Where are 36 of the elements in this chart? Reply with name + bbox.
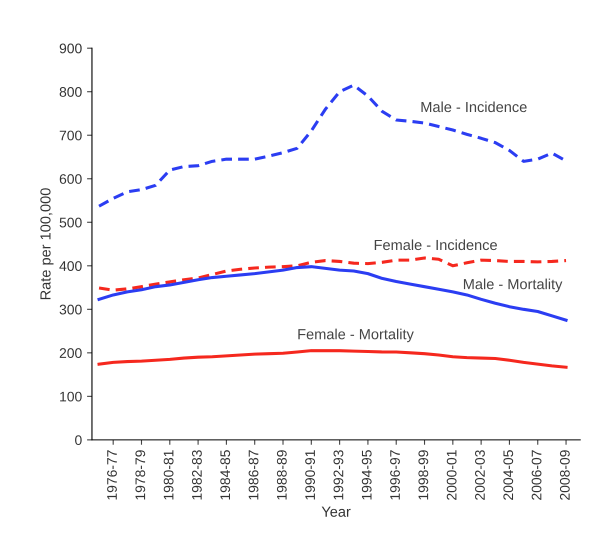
y-tick-label: 900 bbox=[60, 44, 82, 54]
x-tick-label: 1998-99 bbox=[418, 450, 428, 500]
line-series bbox=[98, 265, 568, 322]
x-tick-label: 1996-97 bbox=[390, 450, 400, 500]
series-label: Male - Mortality bbox=[464, 278, 562, 292]
y-tick-label: 800 bbox=[60, 87, 82, 97]
y-tick-label: 400 bbox=[59, 261, 82, 271]
series-label: Female - Mortality bbox=[298, 328, 414, 342]
x-tick-label: 2006-07 bbox=[532, 450, 542, 500]
x-tick-label: 2008-09 bbox=[560, 450, 570, 500]
x-tick-label: 1988-89 bbox=[276, 450, 287, 500]
y-tick-label: 200 bbox=[60, 348, 82, 358]
x-tick-label: 1982-83 bbox=[192, 450, 202, 500]
y-tick-label: 300 bbox=[60, 304, 82, 314]
y-tick-label: 600 bbox=[60, 174, 82, 184]
x-tick-label: 1980-81 bbox=[164, 450, 174, 500]
x-tick-label: 2002-03 bbox=[475, 450, 485, 500]
x-tick-label: 2004-05 bbox=[503, 450, 514, 500]
x-tick-label: 1984-85 bbox=[220, 450, 230, 500]
series-label: Female - Incidence bbox=[374, 239, 497, 250]
x-axis-title: Year bbox=[322, 506, 351, 517]
line-series bbox=[98, 256, 568, 292]
x-tick-label: 1990-91 bbox=[305, 450, 316, 500]
y-tick-label: 700 bbox=[60, 130, 82, 140]
x-tick-label: 1986-87 bbox=[248, 450, 258, 500]
series-label: Male - Incidence bbox=[421, 101, 527, 112]
y-axis-title: Rate per 100,000 bbox=[40, 188, 54, 300]
y-tick-label: 100 bbox=[60, 392, 82, 402]
x-tick-label: 1994-95 bbox=[362, 450, 372, 500]
y-tick-label: 0 bbox=[75, 435, 82, 446]
line-series bbox=[98, 349, 568, 369]
x-tick-label: 2000-01 bbox=[446, 450, 457, 500]
x-tick-label: 1976-77 bbox=[107, 450, 117, 500]
y-tick-label: 500 bbox=[60, 218, 82, 228]
x-tick-label: 1992-93 bbox=[334, 450, 344, 500]
x-tick-label: 1978-79 bbox=[135, 450, 146, 500]
